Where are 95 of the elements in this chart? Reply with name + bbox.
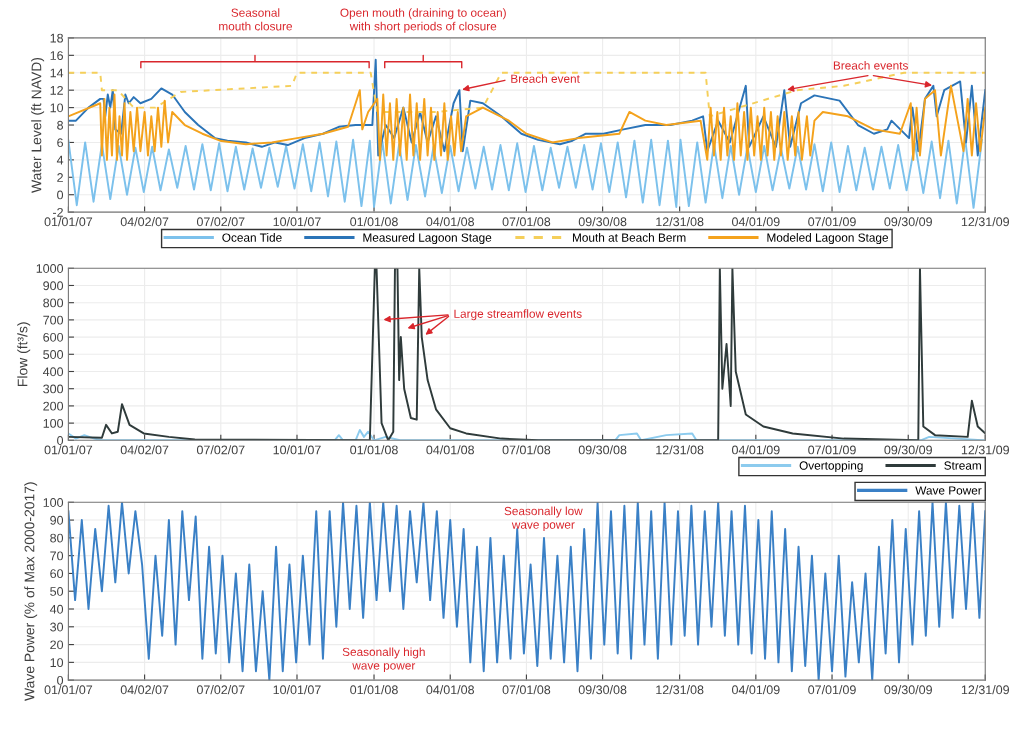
y-tick-label: 20 [50, 640, 64, 650]
x-tick-label: 10/01/07 [273, 445, 321, 455]
x-tick-label: 07/01/08 [502, 217, 551, 227]
x-tick-label: 12/31/09 [961, 445, 1009, 455]
x-tick-label: 04/01/09 [732, 217, 780, 227]
legend-label: Ocean Tide [222, 233, 282, 242]
x-tick-label: 04/01/08 [426, 685, 475, 695]
line-series [68, 58, 986, 157]
y-tick-label: 0 [57, 675, 64, 685]
legend-label: Mouth at Beach Berm [572, 233, 686, 242]
x-tick-label: 01/01/08 [350, 445, 398, 455]
y-tick-label: 14 [50, 68, 64, 78]
x-tick-label: 04/02/07 [120, 217, 169, 227]
x-tick-label: 01/01/08 [350, 217, 398, 227]
y-tick-label: 500 [43, 350, 64, 359]
x-tick-label: 09/30/08 [578, 445, 627, 455]
x-tick-label: 07/02/07 [196, 685, 245, 695]
x-tick-label: 09/30/09 [884, 685, 932, 695]
x-tick-label: 10/01/07 [273, 685, 321, 695]
y-tick-label: 10 [50, 658, 64, 668]
y-tick-label: 60 [50, 569, 64, 579]
x-tick-label: 09/30/09 [884, 445, 932, 455]
x-tick-label: 01/01/08 [350, 685, 398, 695]
annotation: Seasonally high wave power [342, 647, 425, 672]
x-tick-label: 10/01/07 [273, 217, 321, 227]
x-tick-label: 12/31/09 [961, 685, 1009, 695]
x-tick-label: 07/01/09 [808, 217, 856, 227]
x-tick-label: 12/31/08 [656, 217, 704, 227]
line-series [68, 137, 983, 209]
y-tick-label: 50 [50, 587, 64, 596]
annotation: Large streamflow events [454, 309, 582, 321]
y-tick-label: 4 [56, 155, 64, 165]
y-tick-label: 800 [43, 298, 64, 308]
y-tick-label: 900 [43, 281, 64, 291]
x-tick-label: 07/01/08 [502, 685, 551, 695]
y-tick-label: 90 [50, 515, 64, 525]
y-tick-label: 700 [43, 315, 64, 325]
x-tick-label: 04/01/08 [426, 445, 475, 455]
y-tick-label: 16 [50, 51, 63, 60]
y-tick-label: 2 [57, 173, 63, 182]
x-tick-label: 04/01/08 [426, 217, 475, 227]
legend-label: Overtopping [799, 461, 863, 473]
y-tick-label: 400 [42, 367, 64, 377]
y-axis-title: Flow (ft³/s) [17, 322, 31, 386]
legend-label: Modeled Lagoon Stage [767, 233, 889, 245]
annotation: Seasonally low wave power [504, 506, 583, 532]
y-axis-title: Water Level (ft NAVD) [31, 57, 45, 193]
legend-label: Measured Lagoon Stage [363, 233, 492, 245]
legend-label: Wave Power [915, 486, 982, 495]
y-tick-label: 80 [50, 533, 64, 543]
y-tick-label: 1000 [36, 264, 64, 273]
x-tick-label: 04/02/07 [120, 445, 169, 455]
y-axis-title: Wave Power (% of Max 2000-2017) [24, 482, 38, 701]
annotation: Breach events [833, 60, 908, 70]
x-tick-label: 01/01/07 [44, 445, 93, 455]
legend-label: Stream [944, 461, 981, 470]
y-tick-label: 300 [43, 384, 64, 394]
y-tick-label: 100 [43, 498, 64, 507]
line-series [68, 502, 986, 681]
y-tick-label: 8 [57, 120, 63, 130]
x-tick-label: 07/01/09 [808, 685, 856, 695]
x-tick-label: 07/02/07 [196, 445, 245, 455]
y-tick-label: 70 [50, 551, 64, 561]
annotation: Breach event [511, 74, 580, 83]
text: Open mouth (draining to ocean) with short periods of closure [340, 8, 506, 33]
x-tick-label: 01/01/07 [44, 685, 93, 695]
x-tick-label: 04/01/09 [732, 685, 780, 695]
x-tick-label: 07/02/07 [196, 217, 245, 227]
y-tick-label: 10 [50, 103, 64, 113]
x-tick-label: 12/31/09 [961, 217, 1009, 227]
y-tick-label: 100 [43, 418, 64, 428]
text: Seasonal mouth closure [219, 8, 292, 31]
y-tick-label: 6 [57, 138, 63, 148]
x-tick-label: 09/30/08 [578, 217, 627, 227]
x-tick-label: 09/30/09 [884, 217, 932, 227]
y-tick-label: -2 [52, 207, 63, 217]
x-tick-label: 07/01/09 [808, 445, 856, 455]
x-tick-label: 12/31/08 [656, 445, 704, 455]
line-series [68, 71, 986, 118]
y-tick-label: 30 [50, 622, 64, 632]
x-tick-label: 01/01/07 [44, 217, 93, 227]
line-series [68, 268, 986, 441]
y-tick-label: 200 [43, 401, 64, 411]
y-tick-label: 12 [50, 85, 63, 95]
x-tick-label: 04/01/09 [732, 445, 780, 455]
y-tick-label: 18 [50, 33, 63, 43]
x-tick-label: 09/30/08 [578, 685, 627, 695]
y-tick-label: 40 [49, 604, 64, 614]
x-tick-label: 04/02/07 [120, 685, 169, 695]
x-tick-label: 07/01/08 [502, 445, 551, 455]
line-series [68, 84, 986, 161]
y-tick-label: 0 [57, 190, 64, 200]
x-tick-label: 12/31/08 [656, 685, 704, 695]
y-tick-label: 600 [43, 332, 64, 342]
y-tick-label: 0 [57, 436, 64, 445]
